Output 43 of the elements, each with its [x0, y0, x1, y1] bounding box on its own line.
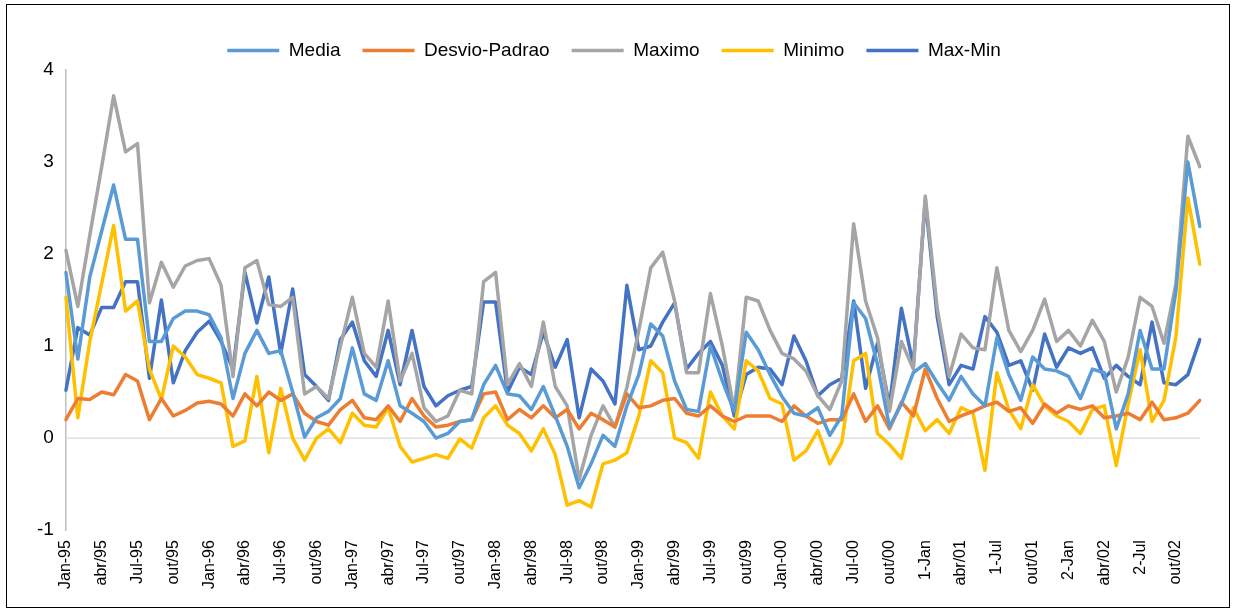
legend-label: Maximo	[633, 38, 700, 60]
x-tick-label: Jan-97	[342, 539, 360, 589]
x-tick-label: out/01	[1023, 539, 1041, 585]
x-tick-label: Jul-97	[414, 539, 432, 584]
y-tick-label: 4	[43, 58, 55, 80]
y-tick-label: 3	[43, 150, 54, 172]
x-tick-label: abr/95	[92, 539, 110, 586]
x-tick-label: abr/96	[235, 539, 253, 586]
x-tick-label: out/97	[450, 539, 468, 585]
x-tick-label: abr/99	[665, 539, 683, 586]
legend-label: Media	[288, 38, 341, 60]
x-tick-label: Jan-96	[199, 539, 217, 589]
x-tick-label: Jul-95	[127, 539, 145, 584]
y-tick-label: -1	[36, 518, 54, 540]
x-tick-label: Jul-98	[557, 539, 575, 584]
legend-label: Desvio-Padrao	[424, 38, 550, 60]
x-tick-label: out/98	[593, 539, 611, 585]
x-tick-label: 1-Jan	[915, 540, 933, 581]
x-tick-label: abr/97	[378, 539, 396, 586]
x-tick-label: Jul-96	[271, 539, 289, 584]
y-tick-label: 0	[43, 426, 54, 448]
legend-label: Minimo	[783, 38, 845, 60]
legend-label: Max-Min	[927, 38, 1001, 60]
x-tick-label: Jan-98	[485, 539, 503, 589]
x-tick-label: out/02	[1166, 539, 1184, 585]
x-tick-label: out/00	[879, 539, 897, 585]
x-tick-label: out/95	[163, 539, 181, 585]
x-tick-label: 1-Jul	[987, 540, 1005, 575]
x-tick-label: abr/00	[808, 539, 826, 586]
x-tick-label: out/99	[736, 539, 754, 585]
x-tick-label: abr/01	[951, 539, 969, 586]
x-tick-label: abr/98	[521, 539, 539, 586]
x-tick-label: Jan-99	[629, 539, 647, 589]
x-tick-label: Jul-99	[700, 539, 718, 584]
x-tick-label: 2-Jul	[1130, 540, 1148, 575]
x-tick-label: 2-Jan	[1058, 540, 1076, 581]
y-tick-label: 1	[43, 334, 54, 356]
x-tick-label: Jan-00	[772, 539, 790, 589]
y-tick-label: 2	[43, 242, 54, 264]
x-tick-label: out/96	[306, 539, 324, 585]
x-tick-label: abr/02	[1094, 539, 1112, 586]
x-tick-label: Jul-00	[844, 539, 862, 584]
x-tick-label: Jan-95	[56, 539, 74, 589]
